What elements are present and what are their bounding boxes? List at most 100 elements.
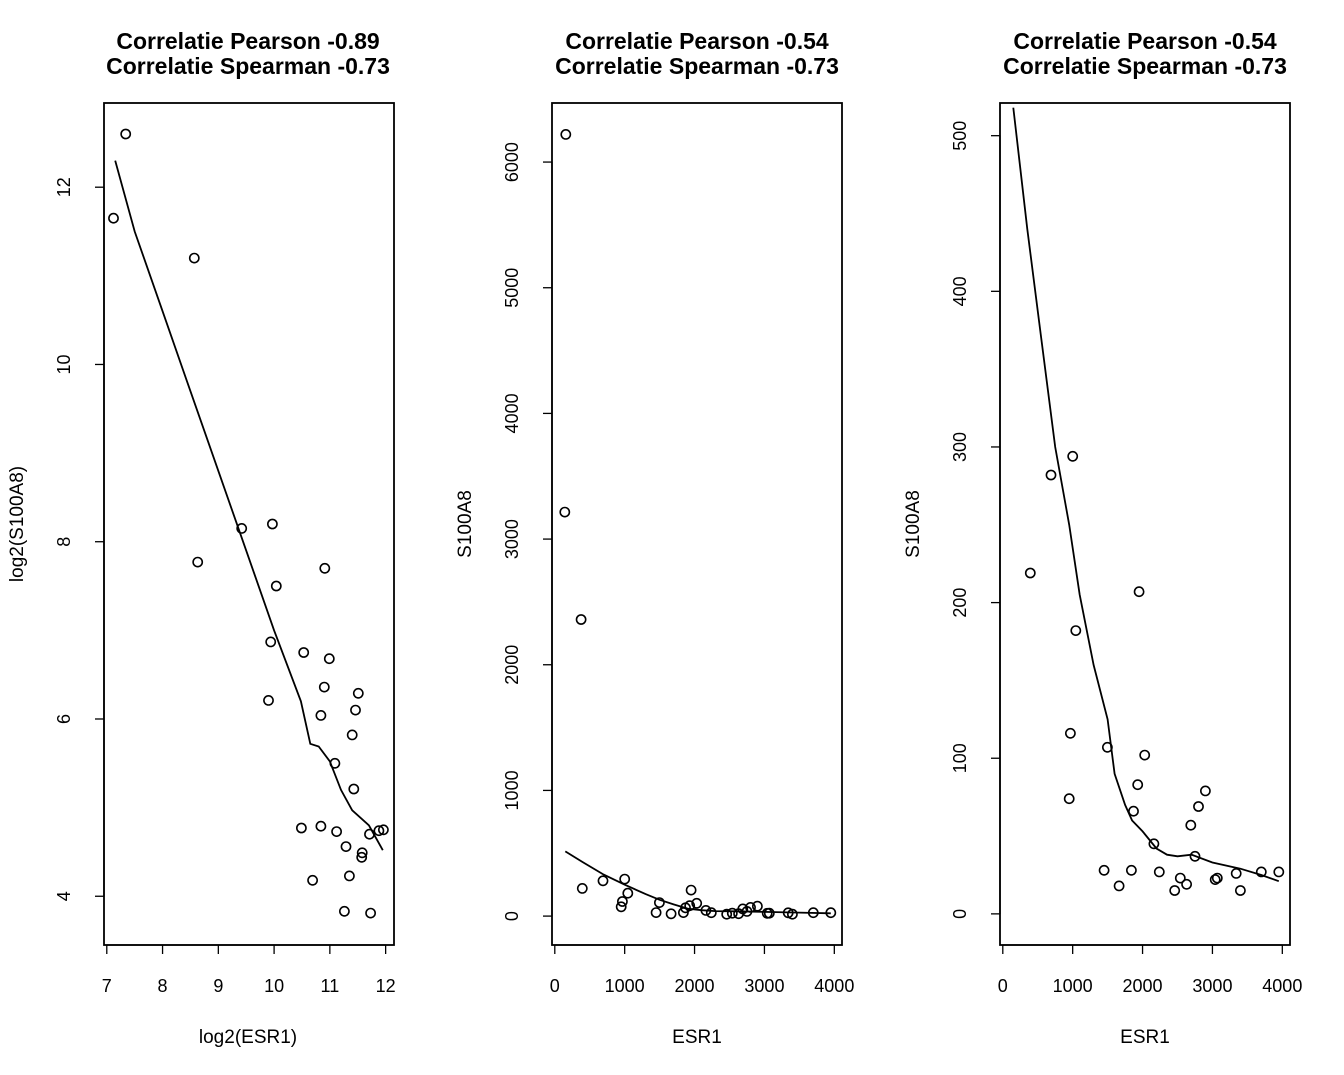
panel-1-x-tick-label-5: 12 bbox=[376, 976, 396, 996]
panel-3-x-axis-label: ESR1 bbox=[1120, 1027, 1170, 1048]
panel-3-data-point-12 bbox=[1133, 586, 1145, 598]
panel-1-data-point-3 bbox=[192, 556, 204, 568]
panel-2-y-tick-label-4: 4000 bbox=[502, 393, 522, 433]
panel-2-data-point-5 bbox=[619, 873, 631, 885]
panel-2-data-point-9 bbox=[650, 907, 662, 918]
panel-1-x-tick-label-3: 10 bbox=[264, 976, 284, 996]
panel-3-y-tick-label-4: 400 bbox=[950, 276, 970, 306]
panel-1-data-point-14 bbox=[352, 687, 364, 699]
panel-3-data-point-1 bbox=[1045, 469, 1057, 481]
panel-3-y-tick-label-5: 500 bbox=[950, 121, 970, 151]
panel-2-data-point-20 bbox=[726, 907, 738, 919]
panel-1-plot-area: 7 8 9 10 11 12 4 6 8 10 12 bbox=[54, 102, 396, 996]
panel-3-data-point-10 bbox=[1128, 805, 1139, 817]
panel-3-data-point-2 bbox=[1067, 450, 1079, 462]
panel-1-y-axis-label: log2(S100A8) bbox=[7, 466, 28, 582]
panel-3-data-point-8 bbox=[1113, 880, 1125, 892]
panel-1-data-point-18 bbox=[348, 783, 360, 795]
panel-3-plot-area: 0 1000 2000 3000 4000 0 100 200 300 400 500 bbox=[950, 102, 1302, 996]
panel-1-x-tick-label-2: 9 bbox=[213, 976, 223, 996]
panel-1-y-tick-label-2: 8 bbox=[54, 537, 74, 547]
panel-1-data-point-10 bbox=[319, 562, 331, 574]
panel-1-data-point-6 bbox=[270, 580, 282, 592]
panel-3-data-point-24 bbox=[1211, 872, 1223, 884]
panel-3-data-point-23 bbox=[1209, 874, 1221, 885]
panel-3-data-point-0 bbox=[1024, 567, 1036, 579]
panel-2-data-point-8 bbox=[622, 887, 634, 899]
panel-2-x-tick-label-1: 1000 bbox=[605, 976, 645, 996]
panel-1-data-point-22 bbox=[340, 841, 352, 852]
panel-3-data-point-9 bbox=[1126, 864, 1137, 876]
panel-1-data-point-1 bbox=[120, 128, 132, 140]
panel-3-data-point-16 bbox=[1169, 885, 1181, 896]
panel-1: Correlatie Pearson -0.89 Correlatie Spea… bbox=[7, 28, 396, 1048]
panel-1-y-tick-label-0: 4 bbox=[54, 891, 74, 901]
panel-3-y-axis-label: S100A8 bbox=[903, 490, 924, 558]
panel-3-title-line2: Correlatie Spearman -0.73 bbox=[1003, 53, 1287, 79]
panel-1-data-point-13 bbox=[315, 710, 327, 721]
panel-1-y-tick-label-4: 12 bbox=[54, 177, 74, 197]
panel-2-y-tick-label-5: 5000 bbox=[502, 268, 522, 308]
panel-2-x-tick-label-2: 2000 bbox=[675, 976, 715, 996]
panel-1-title-line1: Correlatie Pearson -0.89 bbox=[116, 28, 379, 54]
panel-3-data-point-18 bbox=[1181, 878, 1192, 890]
panel-3-data-point-6 bbox=[1098, 864, 1110, 876]
panel-1-data-point-20 bbox=[315, 820, 327, 832]
panel-2-data-point-18 bbox=[705, 907, 717, 919]
panel-1-data-point-8 bbox=[263, 695, 274, 706]
panel-3-data-point-25 bbox=[1230, 868, 1242, 879]
panel-1-x-tick-label-1: 8 bbox=[158, 976, 168, 996]
panel-3-data-point-21 bbox=[1193, 801, 1204, 812]
panel-3-y-tick-label-0: 0 bbox=[950, 909, 970, 919]
panel-2-plot-area: 0 1000 2000 3000 4000 0 1000 2000 3000 4000 5000 60… bbox=[502, 102, 854, 996]
panel-3-data-point-22 bbox=[1200, 785, 1211, 797]
panel-1-data-point-7 bbox=[265, 636, 277, 648]
panel-2-data-point-24 bbox=[745, 902, 756, 913]
panel-1-data-point-2 bbox=[188, 252, 200, 264]
panel-2-data-point-6 bbox=[615, 901, 627, 913]
panel-3-data-point-7 bbox=[1102, 741, 1113, 753]
panel-2-data-point-7 bbox=[617, 896, 628, 907]
panel-2-data-point-17 bbox=[700, 905, 712, 916]
panel-2-x-tick-label-0: 0 bbox=[550, 976, 560, 996]
panel-2-data-point-16 bbox=[691, 897, 703, 909]
panel-1-y-tick-label-3: 10 bbox=[54, 354, 74, 374]
panel-1-data-point-28 bbox=[307, 874, 318, 886]
panel-2-data-point-19 bbox=[721, 908, 733, 920]
panel-2: Correlatie Pearson -0.54 Correlatie Spea… bbox=[455, 28, 854, 1048]
panel-3-x-tick-label-1: 1000 bbox=[1053, 976, 1093, 996]
panel-1-data-point-30 bbox=[338, 905, 350, 917]
panel-1-data-point-19 bbox=[295, 822, 307, 834]
panel-2-data-point-27 bbox=[763, 907, 775, 919]
panel-3-data-point-5 bbox=[1070, 625, 1082, 636]
panel-2-data-point-15 bbox=[685, 884, 697, 896]
panel-2-data-point-12 bbox=[678, 907, 689, 918]
panel-2-y-tick-label-2: 2000 bbox=[502, 645, 522, 685]
panel-2-data-point-11 bbox=[665, 908, 677, 920]
panel-2-title-line2: Correlatie Spearman -0.73 bbox=[555, 53, 839, 79]
panel-1-data-point-0 bbox=[108, 212, 119, 224]
panel-2-title-line1: Correlatie Pearson -0.54 bbox=[565, 28, 829, 54]
panel-1-data-point-24 bbox=[356, 851, 368, 863]
panel-3-data-point-14 bbox=[1148, 838, 1160, 850]
panel-3: Correlatie Pearson -0.54 Correlatie Spea… bbox=[903, 28, 1302, 1048]
panel-1-smooth-line bbox=[114, 160, 384, 851]
panel-3-title-line1: Correlatie Pearson -0.54 bbox=[1013, 28, 1277, 54]
panel-3-data-point-3 bbox=[1063, 793, 1075, 805]
panel-1-x-tick-label-0: 7 bbox=[102, 976, 112, 996]
panel-2-data-point-2 bbox=[575, 614, 587, 625]
panel-3-data-point-4 bbox=[1065, 727, 1076, 739]
panel-2-data-point-31 bbox=[825, 907, 837, 919]
panel-3-x-tick-label-4: 4000 bbox=[1262, 976, 1302, 996]
panel-3-data-point-15 bbox=[1153, 866, 1165, 878]
panel-2-y-tick-label-1: 1000 bbox=[502, 770, 522, 810]
panel-3-data-point-13 bbox=[1139, 749, 1151, 761]
panel-3-x-tick-label-3: 3000 bbox=[1192, 976, 1232, 996]
panel-1-data-point-25 bbox=[364, 828, 375, 840]
panel-2-data-point-10 bbox=[654, 897, 665, 908]
panel-1-data-point-4 bbox=[236, 523, 248, 534]
panel-2-data-point-14 bbox=[684, 900, 696, 912]
panel-3-data-point-28 bbox=[1273, 866, 1285, 878]
panel-3-y-tick-label-1: 100 bbox=[950, 743, 970, 773]
